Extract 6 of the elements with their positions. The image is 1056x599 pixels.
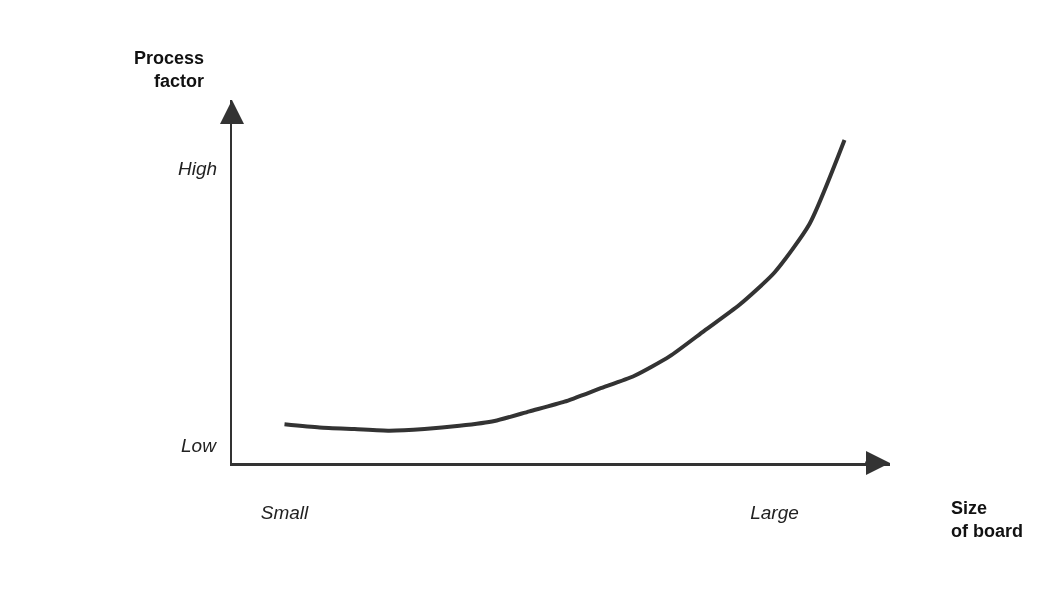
x-tick-label: Small bbox=[260, 501, 310, 523]
text: High bbox=[178, 158, 218, 179]
x-axis-title: Size of board bbox=[951, 498, 1023, 542]
y-axis-title: Process factor bbox=[134, 48, 205, 92]
text: Low bbox=[181, 435, 218, 456]
x-tick-label: Large bbox=[750, 501, 799, 523]
